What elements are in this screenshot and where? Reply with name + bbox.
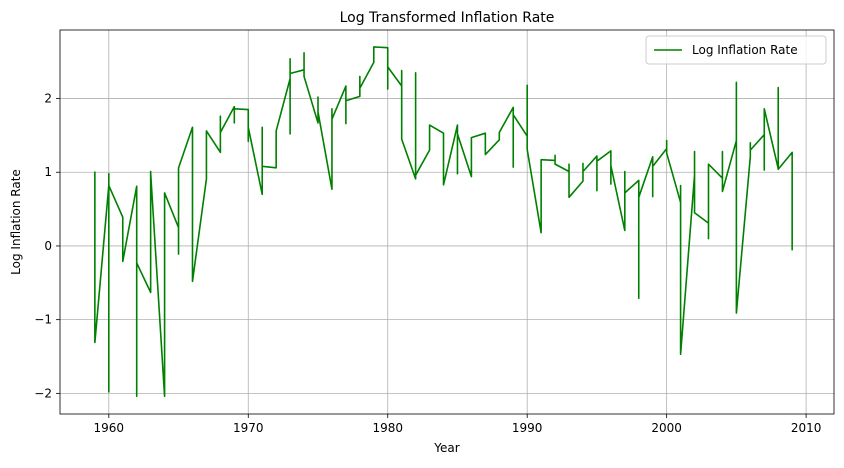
x-tick-label: 1990 (512, 421, 543, 435)
grid (60, 30, 834, 414)
plot-frame (59, 29, 835, 415)
legend-box (645, 35, 827, 65)
legend: Log Inflation Rate (645, 35, 827, 65)
x-axis-title: Year (433, 441, 459, 455)
legend-label: Log Inflation Rate (692, 43, 798, 57)
series-layer (94, 46, 793, 398)
x-tick-label: 1980 (372, 421, 403, 435)
y-tick-label: 0 (44, 239, 52, 253)
series-line (94, 46, 793, 398)
chart-title: Log Transformed Inflation Rate (340, 10, 555, 26)
y-axis-title: Log Inflation Rate (9, 169, 23, 275)
x-tick-label: 1970 (233, 421, 264, 435)
x-tick-label: 1960 (94, 421, 125, 435)
y-tick-label: −1 (34, 313, 52, 327)
ticks: 1960 1970 1980 1990 2000 2010 −2 −1 0 1 2 (34, 92, 821, 435)
y-tick-label: −2 (34, 386, 52, 400)
x-tick-label: 2010 (791, 421, 822, 435)
x-tick-label: 2000 (651, 421, 682, 435)
y-tick-label: 1 (44, 165, 52, 179)
y-tick-label: 2 (44, 92, 52, 106)
